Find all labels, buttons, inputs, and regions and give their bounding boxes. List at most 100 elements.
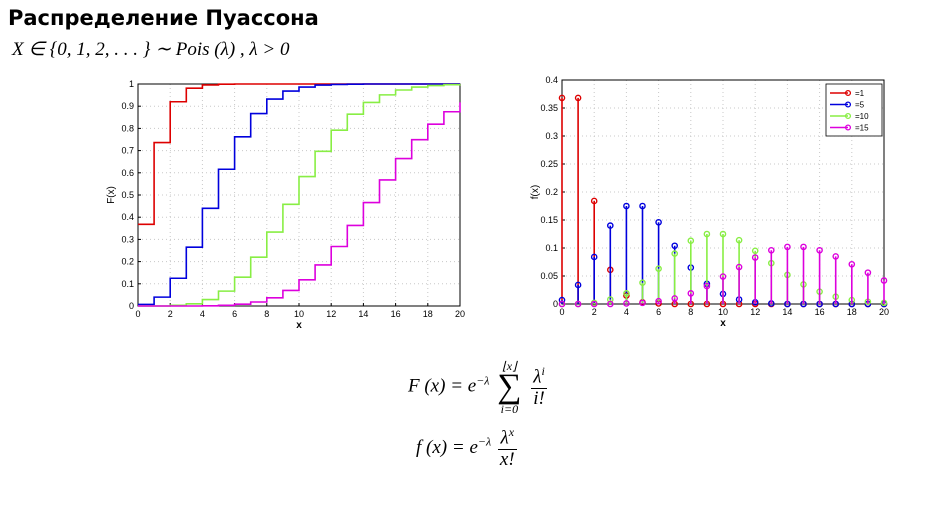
pmf-legend-label: =15: [855, 124, 869, 133]
pmf-point-1: [590, 253, 598, 261]
pmf-legend-marker: [844, 112, 852, 120]
cdf-xtick-label: 8: [264, 309, 269, 319]
cdf-num-exp: i: [541, 363, 545, 378]
cdf-chart: 0 2 4 6 8 10 12 14 16 18 20 0 0.1 0.2 0.3 0.4 0.5 0.6 0.7 0…: [106, 79, 465, 331]
pmf-ytick-label: 0.15: [540, 215, 558, 225]
pmf-point-3: [864, 269, 872, 276]
cdf-xtick-label: 12: [326, 309, 336, 319]
cdf-formula: F (x) = e−λ ⌊x⌋ ∑ i=0 λi i!: [408, 360, 549, 415]
pmf-point-2: [735, 236, 743, 244]
pmf-point-1: [574, 281, 582, 289]
pmf-point-3: [719, 273, 727, 280]
pmf-point-2: [607, 296, 614, 303]
pmf-legend-label: =10: [855, 112, 869, 121]
pmf-xlabel: x: [720, 318, 726, 329]
pmf-fraction: λx x!: [497, 425, 517, 471]
pmf-point-2: [751, 247, 759, 255]
pmf-formula: f (x) = e−λ λx x!: [416, 425, 519, 471]
pmf-point-3: [816, 246, 823, 254]
pmf-point-3: [751, 254, 759, 261]
pmf-xtick-label: 16: [815, 307, 825, 317]
cdf-formula-left: F (x) = e: [408, 375, 477, 397]
slide-title: Распределение Пуассона: [8, 6, 319, 30]
pmf-point-3: [703, 282, 711, 290]
cdf-sum-bottom: i=0: [500, 401, 519, 416]
cdf-sum: ⌊x⌋ ∑ i=0: [497, 360, 521, 415]
cdf-den: i!: [533, 387, 545, 409]
pmf-num-exp: x: [508, 425, 515, 439]
pmf-point-3: [639, 299, 646, 307]
pmf-point-1: [639, 202, 646, 210]
pmf-point-3: [671, 295, 678, 302]
pmf-point-2: [623, 290, 630, 297]
pmf-point-3: [558, 300, 566, 308]
pmf-point-3: [623, 300, 630, 307]
pmf-legend-marker: [844, 101, 852, 108]
slide-subtitle: X ∈ {0, 1, 2, . . . } ∼ Pois (λ) , λ > 0: [12, 39, 290, 60]
pmf-point-3: [832, 253, 840, 260]
cdf-ytick-label: 0.2: [121, 257, 134, 267]
cdf-ytick-label: 0.3: [121, 234, 134, 244]
cdf-series-line-2: [138, 83, 461, 307]
pmf-point-1: [655, 218, 662, 226]
pmf-legend-marker: [844, 89, 852, 97]
cdf-sum-sigma: ∑: [497, 368, 522, 405]
pmf-xtick-label: 10: [718, 307, 728, 317]
pmf-legend-label: =1: [855, 89, 865, 98]
pmf-point-0: [574, 94, 582, 102]
pmf-point-0: [590, 197, 598, 205]
pmf-ytick-label: 0.05: [540, 271, 558, 281]
cdf-ytick-label: 0.6: [121, 168, 134, 178]
pmf-point-1: [671, 242, 678, 250]
pmf-point-2: [703, 230, 711, 238]
cdf-ytick-label: 1: [129, 79, 134, 89]
pmf-xtick-label: 2: [592, 307, 597, 317]
pmf-ytick-label: 0: [553, 299, 558, 309]
cdf-series-line-1: [138, 83, 460, 306]
pmf-point-3: [735, 263, 743, 271]
pmf-point-2: [687, 237, 695, 245]
cdf-xtick-label: 4: [200, 309, 205, 319]
pmf-xtick-label: 18: [847, 307, 857, 317]
pmf-point-3: [767, 246, 775, 254]
cdf-xtick-label: 16: [391, 309, 401, 319]
pmf-den: x!: [499, 449, 515, 471]
cdf-formula-exp: −λ: [476, 373, 490, 388]
pmf-point-1: [558, 296, 566, 304]
pmf-xtick-label: 8: [688, 307, 693, 317]
pmf-point-2: [719, 230, 727, 238]
cdf-num: λ: [533, 366, 542, 388]
cdf-ytick-label: 0.9: [121, 101, 134, 111]
cdf-xtick-label: 2: [168, 309, 173, 319]
cdf-ytick-label: 0.5: [121, 190, 134, 200]
pmf-point-2: [671, 250, 678, 257]
pmf-point-3: [800, 243, 807, 251]
cdf-ytick-label: 0.4: [121, 212, 134, 222]
cdf-ytick-label: 0.7: [121, 146, 134, 156]
cdf-xtick-label: 0: [135, 309, 140, 319]
pmf-ylabel: f(x): [530, 185, 541, 199]
pmf-xtick-label: 0: [559, 307, 564, 317]
pmf-point-3: [848, 260, 856, 268]
pmf-point-2: [639, 279, 646, 287]
pmf-ytick-label: 0.2: [545, 187, 558, 197]
cdf-xtick-label: 6: [232, 309, 237, 319]
pmf-point-3: [880, 277, 888, 284]
pmf-xtick-label: 4: [624, 307, 629, 317]
cdf-ytick-label: 0: [129, 301, 134, 311]
cdf-xtick-label: 14: [358, 309, 368, 319]
pmf-point-1: [623, 202, 630, 210]
cdf-xlabel: x: [296, 320, 302, 331]
pmf-point-0: [558, 94, 566, 102]
pmf-legend-marker: [844, 124, 852, 131]
pmf-legend: =1 =5 =10 =15: [825, 83, 883, 137]
pmf-ytick-label: 0.3: [545, 131, 558, 141]
pmf-chart: 0 2 4 6 8 10 12 14 16 18 20 0 0.05 0.1 0.15 0.2 0.25 0.3 0…: [530, 75, 889, 329]
pmf-ytick-label: 0.1: [545, 243, 558, 253]
cdf-series-line-3: [138, 102, 461, 307]
pmf-ytick-label: 0.35: [540, 103, 558, 113]
pmf-formula-exp: −λ: [477, 434, 492, 449]
cdf-xtick-label: 18: [423, 309, 433, 319]
pmf-legend-label: =5: [855, 101, 865, 110]
pmf-xtick-label: 12: [750, 307, 760, 317]
